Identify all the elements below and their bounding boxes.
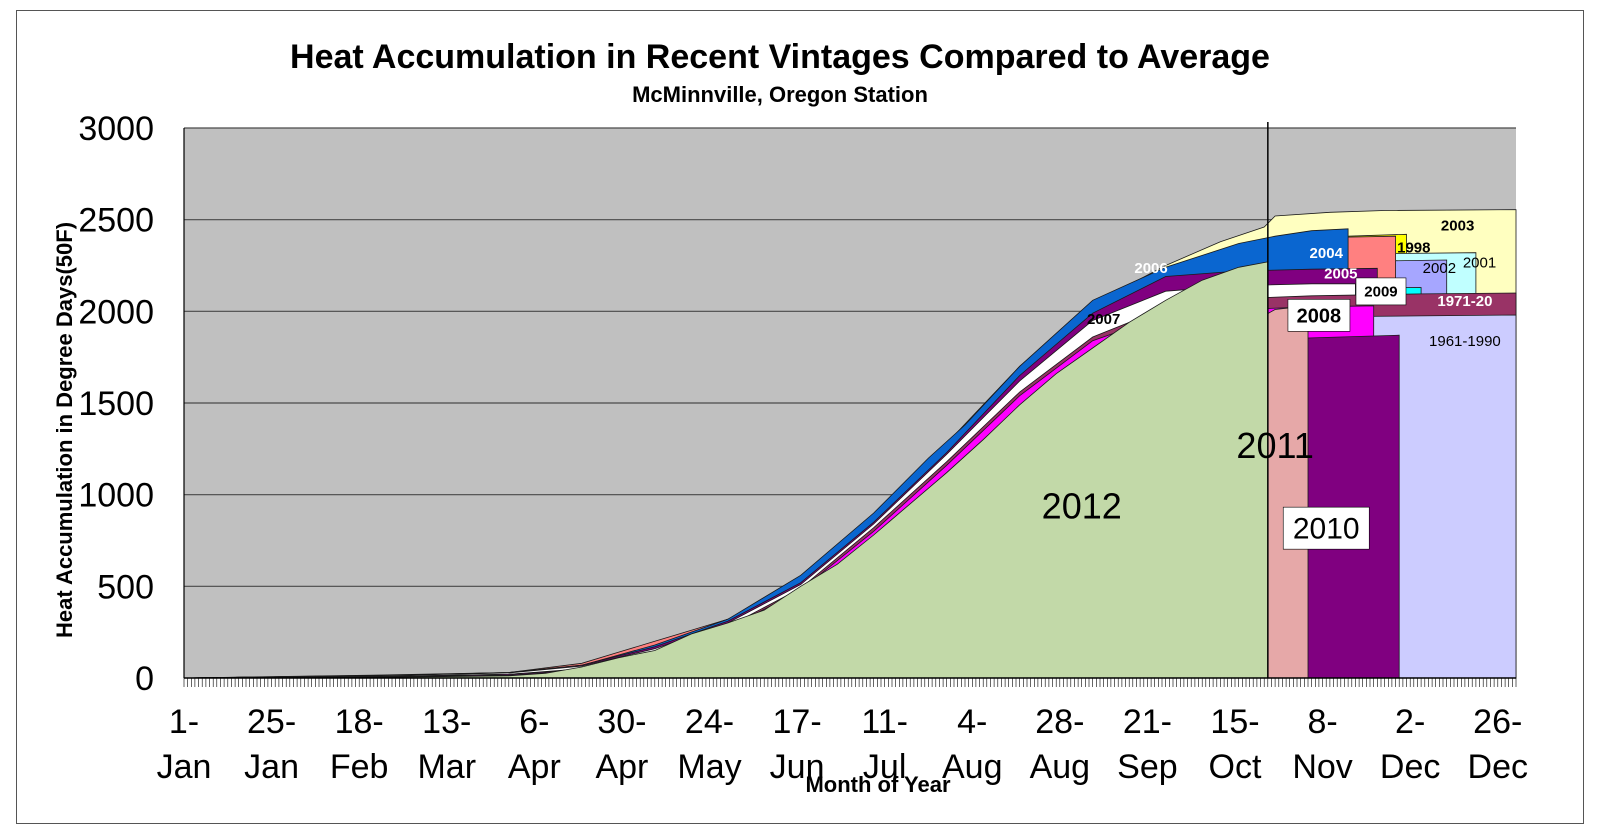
series-label-2003: 2003 xyxy=(1441,218,1474,235)
x-tick-label-bottom: Jan xyxy=(157,748,212,786)
series-label-1998: 1998 xyxy=(1397,240,1430,257)
x-axis-label: Month of Year xyxy=(805,772,950,797)
x-tick-label-bottom: Jul xyxy=(863,748,906,786)
x-tick-label-bottom: Apr xyxy=(595,748,648,786)
series-areas xyxy=(183,209,1517,679)
series-label-2004: 2004 xyxy=(1310,245,1344,262)
x-tick-label-top: 26- xyxy=(1473,703,1522,741)
x-tick-label-top: 15- xyxy=(1210,703,1259,741)
y-tick-label: 1000 xyxy=(78,477,154,515)
series-label-2006: 2006 xyxy=(1134,260,1167,277)
x-tick-label-top: 17- xyxy=(773,703,822,741)
x-tick-label-bottom: Jan xyxy=(244,748,299,786)
series-label-2008: 2008 xyxy=(1297,305,1342,327)
series-label-2009: 2009 xyxy=(1364,284,1397,301)
x-tick-label-top: 13- xyxy=(422,703,471,741)
x-tick-label-bottom: Nov xyxy=(1292,748,1352,786)
x-minor-ticks xyxy=(183,678,1517,687)
x-tick-label-top: 11- xyxy=(861,703,908,741)
series-label-2001: 2001 xyxy=(1463,254,1496,271)
x-tick-label-bottom: Apr xyxy=(508,748,561,786)
y-tick-label: 2000 xyxy=(78,293,154,331)
x-tick-label-top: 21- xyxy=(1123,703,1172,741)
axes: 0 500 1000 1500 2000 2500 3000 1- Jan 25- Jan 18- Fe… xyxy=(78,110,1528,786)
x-tick-label-top: 4- xyxy=(957,703,987,741)
x-tick-label-bottom: Dec xyxy=(1380,748,1440,786)
x-tick-label-bottom: Aug xyxy=(1030,748,1091,786)
x-tick-label-bottom: May xyxy=(677,748,741,786)
series-label-2002: 2002 xyxy=(1423,260,1456,277)
x-tick-label-top: 2- xyxy=(1395,703,1425,741)
y-tick-label: 3000 xyxy=(78,110,154,148)
y-tick-label: 500 xyxy=(97,568,154,606)
x-tick-label-top: 28- xyxy=(1035,703,1084,741)
y-tick-label: 2500 xyxy=(78,202,154,240)
x-tick-label-top: 18- xyxy=(335,703,384,741)
x-tick-label-bottom: Dec xyxy=(1468,748,1528,786)
series-labels: 2003 1998 2001 2002 2004 2006 2005 2009 2007 1971… xyxy=(1042,218,1501,550)
x-tick-label-bottom: Sep xyxy=(1117,748,1178,786)
series-label-1961-1990: 1961-1990 xyxy=(1429,333,1501,350)
series-label-2012: 2012 xyxy=(1042,486,1122,527)
x-tick-label-bottom: Jun xyxy=(770,748,825,786)
series-label-2011: 2011 xyxy=(1236,425,1313,466)
x-tick-label-top: 30- xyxy=(597,703,646,741)
x-tick-label-bottom: Mar xyxy=(417,748,476,786)
series-label-2007: 2007 xyxy=(1087,311,1120,328)
y-axis-label: Heat Accumulation in Degree Days(50F) xyxy=(52,222,77,638)
series-label-2005: 2005 xyxy=(1324,265,1357,282)
x-tick-label-bottom: Oct xyxy=(1209,748,1262,786)
chart-subtitle: McMinnville, Oregon Station xyxy=(632,82,928,107)
x-tick-label-top: 24- xyxy=(685,703,734,741)
series-label-2010: 2010 xyxy=(1293,513,1360,546)
x-tick-label-top: 1- xyxy=(169,703,199,741)
series-label-box-2010 xyxy=(1282,506,1370,550)
x-tick-label-bottom: Feb xyxy=(330,748,389,786)
series-area-2012 xyxy=(183,261,1269,679)
x-tick-label-bottom: Aug xyxy=(942,748,1003,786)
x-tick-label-top: 25- xyxy=(247,703,296,741)
series-label-box-2008 xyxy=(1287,299,1351,332)
series-label-1971-2000: 1971-20 xyxy=(1437,293,1492,310)
chart-title: Heat Accumulation in Recent Vintages Com… xyxy=(290,38,1270,76)
y-tick-label: 1500 xyxy=(78,385,154,423)
series-label-box-2009 xyxy=(1355,277,1407,306)
y-tick-label: 0 xyxy=(135,660,154,698)
x-tick-label-top: 8- xyxy=(1307,703,1337,741)
x-tick-label-top: 6- xyxy=(519,703,549,741)
